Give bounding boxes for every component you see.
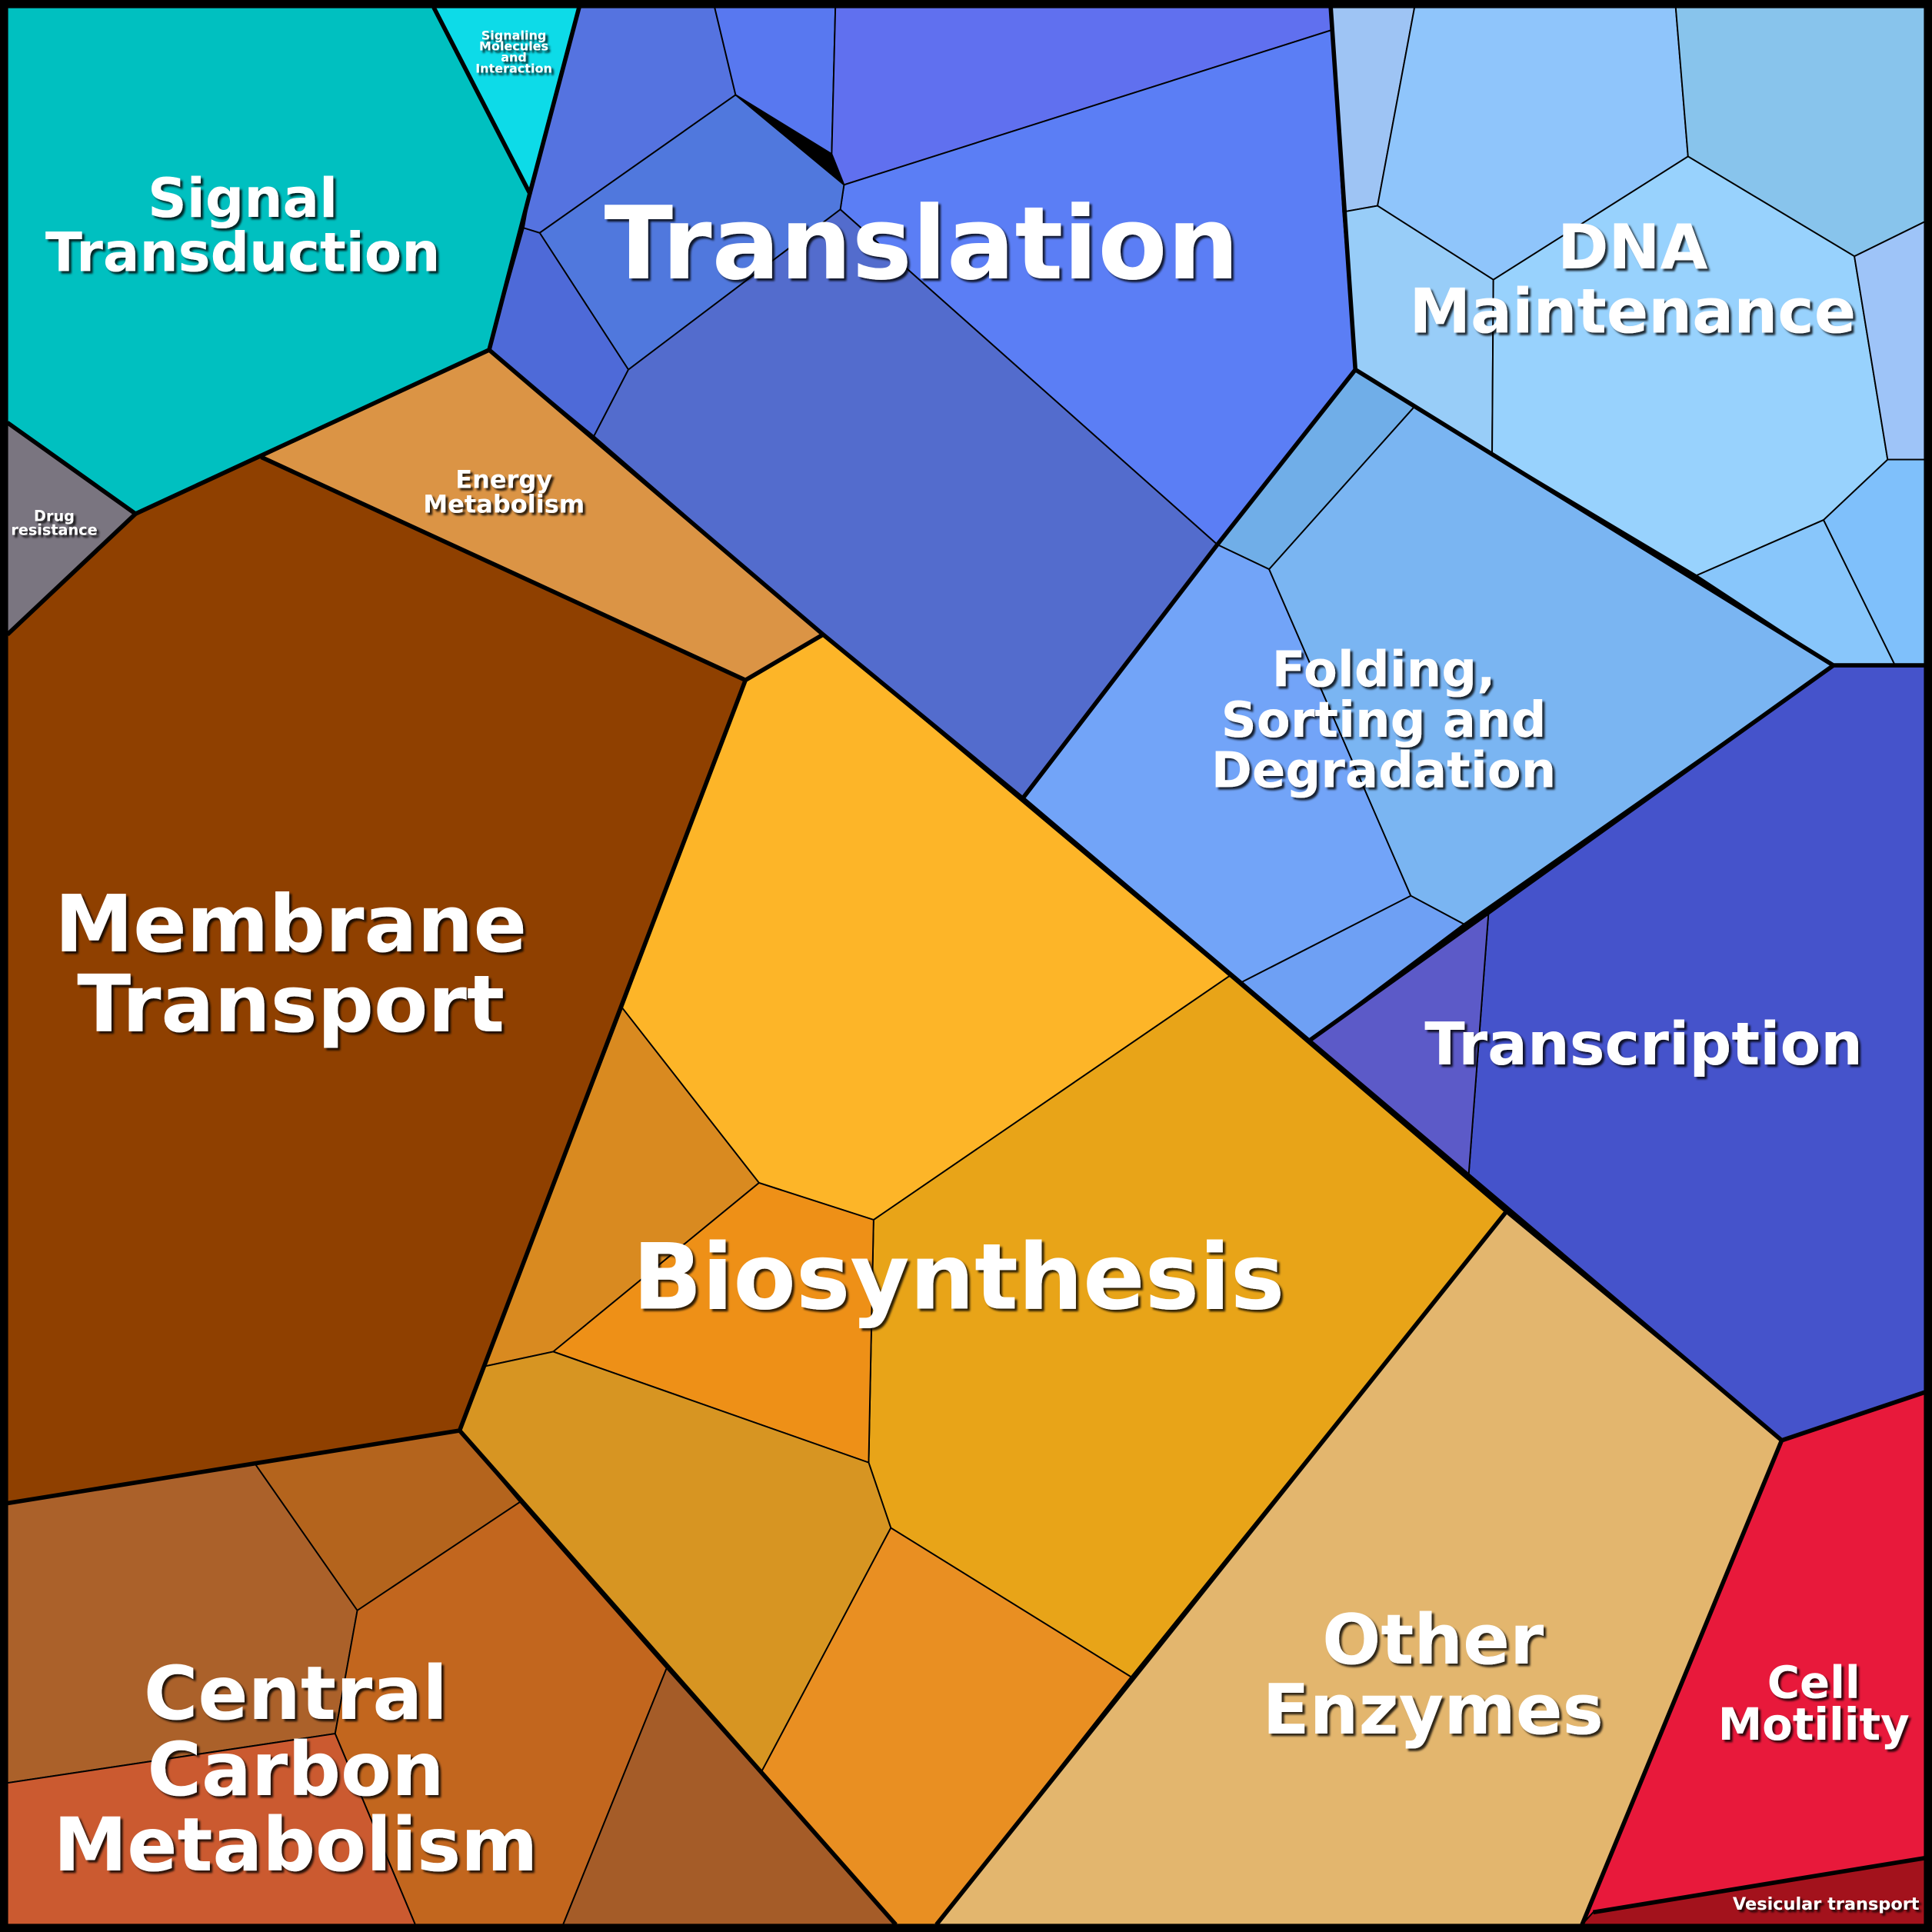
- region-label: Cell Motility: [1718, 1657, 1910, 1750]
- cells: [6, 6, 1926, 1926]
- region-label: Biosynthesis: [632, 1224, 1284, 1330]
- region-label: DNA Maintenance: [1409, 212, 1856, 347]
- region-label: Translation: [605, 185, 1240, 302]
- labels: Signal Transduction Signaling Molecules and…: [11, 28, 1919, 1914]
- region-label: Membrane Transport: [55, 879, 527, 1051]
- region-label: Other Enzymes: [1262, 1601, 1604, 1750]
- region-label: Folding, Sorting and Degradation: [1211, 641, 1557, 799]
- region-label: Vesicular transport: [1733, 1894, 1920, 1914]
- region-label: Energy Metabolism: [423, 465, 585, 518]
- region-label: Drug resistance: [11, 508, 97, 539]
- region-label: Transcription: [1424, 1011, 1863, 1079]
- region-label: Signal Transduction: [45, 167, 441, 284]
- region-label: Signaling Molecules and Interaction: [475, 28, 552, 75]
- region-label: Central Carbon Metabolism: [54, 1651, 538, 1888]
